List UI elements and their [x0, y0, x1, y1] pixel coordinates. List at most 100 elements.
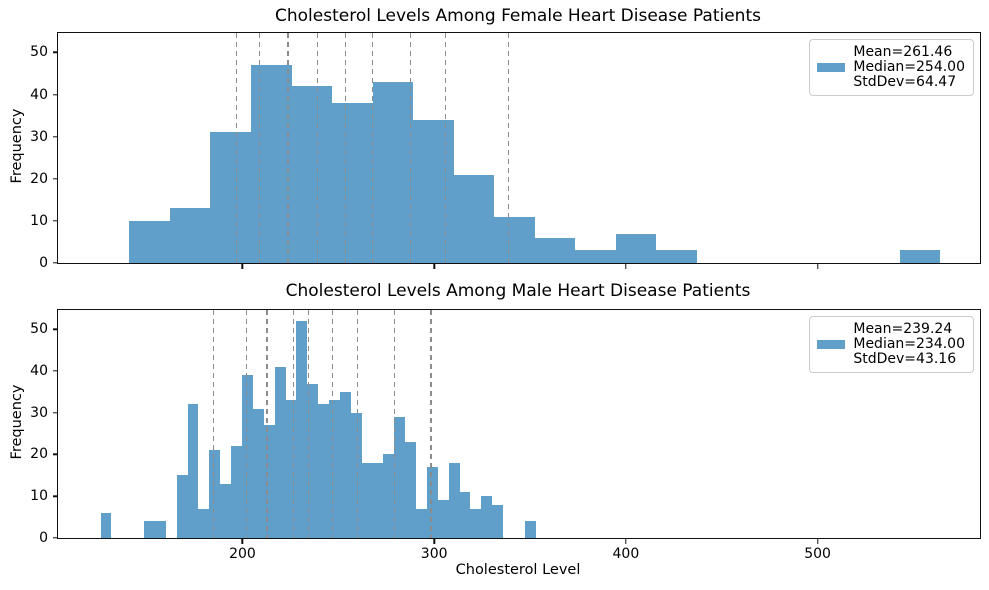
- histogram-bar: [524, 521, 536, 538]
- female-y-axis-label: Frequency: [9, 108, 25, 184]
- y-tick-mark: [52, 220, 57, 222]
- female-legend-stddev: StdDev=64.47: [853, 74, 957, 90]
- decile-gridline: [246, 310, 248, 538]
- histogram-bar: [220, 483, 232, 538]
- male-legend-median: Median=234.00: [853, 336, 965, 352]
- x-tick-label: 300: [420, 546, 448, 562]
- x-tick-label: 500: [804, 546, 831, 562]
- y-tick-mark: [52, 537, 57, 539]
- histogram-bar: [100, 512, 112, 538]
- y-tick-label: 10: [30, 488, 48, 505]
- y-tick-label: 0: [39, 530, 48, 546]
- decile-gridline: [356, 310, 358, 538]
- female-chart-title: Cholesterol Levels Among Female Heart Di…: [275, 6, 761, 26]
- histogram-bar: [329, 400, 340, 538]
- histogram-bar: [494, 216, 535, 263]
- histogram-bar: [169, 208, 211, 263]
- histogram-bar: [453, 174, 495, 263]
- x-tick-label: 200: [229, 546, 256, 562]
- y-tick-label: 30: [30, 128, 48, 145]
- y-tick-mark: [52, 178, 57, 180]
- histogram-bar: [383, 454, 395, 538]
- histogram-bar: [176, 475, 188, 538]
- histogram-bar: [416, 508, 427, 538]
- y-tick-label: 40: [30, 362, 48, 379]
- histogram-bar: [210, 132, 251, 263]
- histogram-bar: [332, 102, 373, 263]
- histogram-bar: [129, 220, 170, 263]
- y-tick-mark: [52, 51, 57, 54]
- histogram-bar: [187, 404, 199, 538]
- histogram-bar: [291, 86, 333, 263]
- female-legend-text: Mean=261.46 Median=254.00 StdDev=64.47: [853, 45, 965, 90]
- x-tick-mark: [816, 539, 819, 544]
- y-tick-mark: [52, 262, 57, 264]
- male-y-axis-label: Frequency: [9, 384, 25, 460]
- histogram-bar: [372, 462, 384, 538]
- histogram-bar: [437, 500, 449, 538]
- y-tick-label: 20: [30, 446, 48, 463]
- decile-gridline: [345, 33, 347, 263]
- decile-gridline: [287, 33, 289, 263]
- decile-gridline: [430, 310, 432, 538]
- female-legend-median: Median=254.00: [853, 59, 965, 75]
- x-tick-mark: [241, 264, 244, 269]
- male-plot-area: Mean=239.24 Median=234.00 StdDev=43.16 2…: [30, 309, 981, 562]
- histogram-bar: [154, 521, 166, 538]
- histogram-bar: [296, 320, 308, 538]
- decile-gridline: [507, 33, 510, 263]
- y-tick-mark: [52, 495, 57, 497]
- legend-color-swatch: [817, 63, 846, 72]
- histogram-bar: [372, 81, 414, 263]
- histogram-bar: [231, 446, 242, 538]
- histogram-bar: [394, 416, 406, 538]
- histogram-bar: [339, 391, 351, 538]
- x-tick-mark: [241, 539, 244, 544]
- y-tick-label: 30: [30, 404, 48, 421]
- histogram-bar: [350, 412, 362, 538]
- y-tick-label: 20: [30, 170, 48, 187]
- y-tick-mark: [52, 93, 57, 96]
- y-tick-mark: [52, 328, 57, 330]
- decile-gridline: [235, 33, 237, 263]
- y-tick-mark: [52, 412, 57, 414]
- histogram-bar: [481, 496, 493, 538]
- male-legend-mean: Mean=239.24: [853, 321, 953, 337]
- histogram-bar: [575, 250, 616, 263]
- decile-gridline: [293, 310, 295, 538]
- x-tick-mark: [625, 539, 627, 544]
- decile-gridline: [410, 33, 412, 263]
- y-tick-label: 10: [30, 212, 48, 229]
- histogram-bar: [318, 404, 330, 538]
- histogram-bar: [405, 441, 417, 538]
- y-tick-mark: [52, 453, 57, 456]
- decile-gridline: [258, 33, 260, 263]
- histogram-bar: [144, 521, 155, 538]
- histogram-bar: [361, 462, 373, 538]
- y-tick-label: 0: [39, 255, 48, 271]
- histogram-bar: [656, 250, 697, 263]
- histogram-bar: [263, 425, 275, 538]
- histogram-bar: [285, 400, 297, 538]
- decile-gridline: [331, 310, 333, 538]
- decile-gridline: [317, 33, 319, 263]
- x-tick-mark: [816, 264, 819, 269]
- female-legend: Mean=261.46 Median=254.00 StdDev=64.47: [809, 39, 974, 96]
- histogram-bar: [448, 462, 460, 538]
- decile-gridline: [266, 310, 268, 538]
- decile-gridline: [212, 310, 214, 538]
- histogram-bar: [459, 492, 471, 538]
- x-tick-mark: [433, 539, 435, 544]
- male-legend-stddev: StdDev=43.16: [853, 351, 957, 367]
- female-plot-area: Mean=261.46 Median=254.00 StdDev=64.47 0…: [30, 32, 981, 271]
- decile-gridline: [371, 33, 374, 263]
- female-legend-mean: Mean=261.46: [853, 44, 953, 60]
- histogram-bar: [252, 408, 264, 538]
- x-tick-mark: [433, 264, 435, 269]
- histogram-bar: [615, 233, 657, 263]
- histogram-bar: [470, 508, 482, 538]
- legend-color-swatch: [817, 340, 846, 349]
- decile-gridline: [444, 33, 446, 263]
- male-legend-text: Mean=239.24 Median=234.00 StdDev=43.16: [853, 322, 965, 367]
